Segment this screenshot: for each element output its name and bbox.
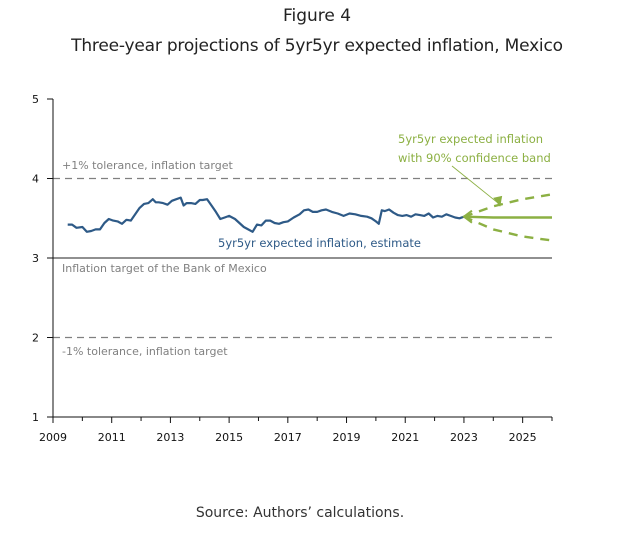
y-tick-label: 2	[32, 332, 39, 345]
90-confidence-band-lower-line	[463, 215, 553, 242]
x-tick-label: 2017	[274, 431, 302, 444]
90-confidence-band-upper-line	[463, 193, 553, 218]
x-tick-label: 2023	[450, 431, 478, 444]
annotation-arrowhead-icon	[493, 195, 503, 207]
axes: 1 2 3 4 5 2009 2011 2013 2015 2017 2019 2021 2023 202…	[32, 93, 553, 444]
x-tick-label: 2013	[156, 431, 184, 444]
figure-label: Figure 4	[282, 6, 352, 26]
estimate-series-label: 5yr5yr expected inflation, estimate	[218, 236, 421, 250]
y-tick-label: 5	[32, 93, 39, 106]
chart-title: Three-year projections of 5yr5yr expecte…	[71, 36, 563, 56]
inflation-target-label: Inflation target of the Bank of Mexico	[62, 262, 267, 275]
lower-tolerance-label: -1% tolerance, inflation target	[62, 345, 228, 358]
x-tick-label: 2015	[215, 431, 243, 444]
x-tick-label: 2019	[333, 431, 361, 444]
x-tick-label: 2011	[98, 431, 126, 444]
x-tick-label: 2009	[39, 431, 67, 444]
series-group	[67, 193, 553, 242]
projection-label-line-2: with 90% confidence band	[398, 151, 551, 165]
chart: 1 2 3 4 5 2009 2011 2013 2015 2017 2019 2021 2023 202…	[32, 93, 553, 444]
5yr5yr-expected-inflation-estimate-line	[67, 196, 465, 233]
annotation-pointer-line	[451, 165, 500, 205]
projection-label-line-1: 5yr5yr expected inflation	[398, 132, 543, 146]
upper-tolerance-label: +1% tolerance, inflation target	[62, 159, 233, 172]
y-tick-label: 1	[32, 411, 39, 424]
projection-arrowhead-icon	[462, 209, 473, 224]
y-tick-label: 4	[32, 173, 39, 186]
source-note: Source: Authors’ calculations.	[195, 505, 405, 521]
x-tick-label: 2021	[391, 431, 419, 444]
y-tick-label: 3	[32, 252, 39, 265]
x-tick-label: 2025	[509, 431, 537, 444]
5yr5yr-expected-inflation-projection-line	[463, 215, 552, 219]
reference-lines	[53, 177, 552, 339]
annotations: +1% tolerance, inflation target Inflatio…	[62, 132, 551, 358]
